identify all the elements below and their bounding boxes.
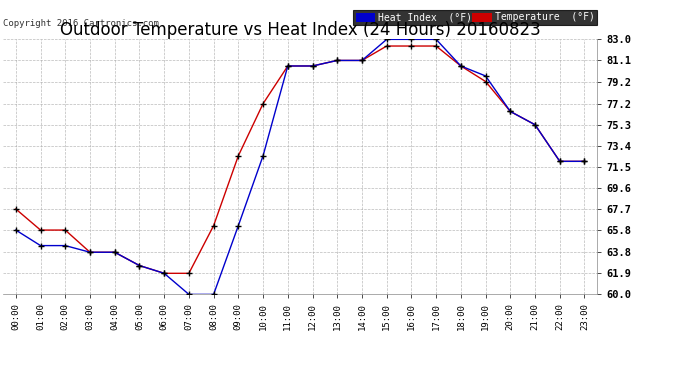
Legend: Heat Index  (°F), Temperature  (°F): Heat Index (°F), Temperature (°F)	[353, 10, 597, 25]
Text: Copyright 2016 Cartronics.com: Copyright 2016 Cartronics.com	[3, 19, 159, 28]
Title: Outdoor Temperature vs Heat Index (24 Hours) 20160823: Outdoor Temperature vs Heat Index (24 Ho…	[60, 21, 540, 39]
